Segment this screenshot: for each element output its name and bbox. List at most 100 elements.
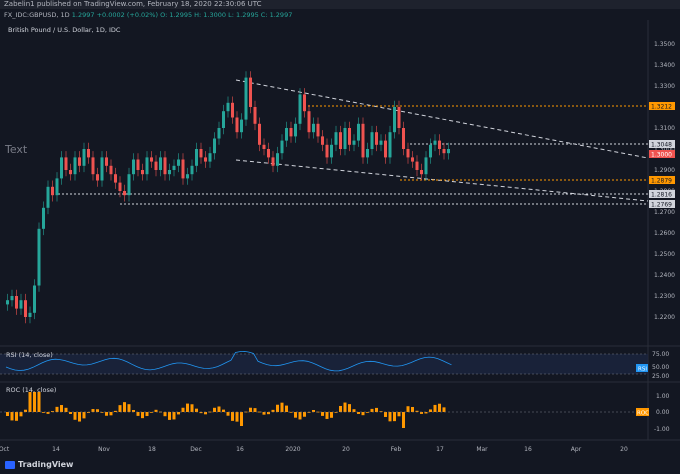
roc-bar xyxy=(163,412,167,417)
roc-bar xyxy=(276,404,279,412)
roc-bar xyxy=(181,407,185,412)
roc-bar xyxy=(91,409,95,412)
price-tick: 1.3100 xyxy=(654,125,675,132)
candle-body xyxy=(208,153,212,162)
roc-bar xyxy=(330,412,333,418)
roc-bar xyxy=(177,412,180,415)
tradingview-icon xyxy=(5,460,15,469)
candle-body xyxy=(397,107,401,128)
watermark-text: Text xyxy=(4,143,28,156)
roc-bar xyxy=(24,409,27,412)
candle-body xyxy=(150,157,153,162)
candle-body xyxy=(321,136,324,145)
time-tick: Nov xyxy=(98,446,110,453)
candle-body xyxy=(433,140,437,145)
candle-body xyxy=(163,157,167,175)
trendlines xyxy=(235,79,649,202)
roc-bar xyxy=(375,407,378,412)
candle-body xyxy=(168,170,171,175)
candle-body xyxy=(190,165,194,175)
candle-body xyxy=(231,102,234,118)
candle-body xyxy=(10,296,14,301)
price-tick: 1.3500 xyxy=(654,41,675,48)
roc-bar xyxy=(55,406,59,412)
roc-bar xyxy=(361,412,365,416)
roc-bar xyxy=(105,412,108,416)
roc-bar xyxy=(307,412,311,413)
candle-body xyxy=(298,94,302,124)
symbol-name[interactable]: FX_IDC:GBPUSD, 1D xyxy=(4,11,70,19)
roc-bar xyxy=(100,412,104,413)
candle-body xyxy=(55,178,59,196)
rsi-line xyxy=(5,350,452,372)
roc-bar xyxy=(168,412,171,420)
candle-body xyxy=(312,123,315,133)
candle-body xyxy=(46,186,50,208)
candle-body xyxy=(132,159,135,175)
roc-bar xyxy=(235,412,239,422)
roc-bar xyxy=(118,405,122,412)
candle-body xyxy=(258,123,261,145)
candle-body xyxy=(6,300,9,305)
roc-bar xyxy=(298,412,302,420)
roc-bar xyxy=(172,412,176,420)
candle-body xyxy=(334,132,338,145)
candle-body xyxy=(307,111,311,133)
time-tick: 16 xyxy=(524,446,532,453)
level-label-12816: 1.2816 xyxy=(651,192,672,199)
roc-bar xyxy=(19,412,23,417)
publish-bar: Zabelin1 published on TradingView.com, F… xyxy=(0,0,680,9)
candle-body xyxy=(253,107,257,124)
roc-bar xyxy=(154,409,158,412)
candle-body xyxy=(15,296,18,309)
price-tick: 1.3300 xyxy=(654,83,675,90)
roc-bar xyxy=(195,408,198,412)
candle-body xyxy=(240,119,243,133)
candle-body xyxy=(19,300,23,309)
candle-body xyxy=(406,149,410,158)
candle-body xyxy=(384,140,387,158)
candle-body xyxy=(181,159,185,179)
roc-bar xyxy=(384,412,387,417)
candle-body xyxy=(388,132,392,158)
time-tick: Dec xyxy=(190,446,202,453)
roc-bar xyxy=(357,412,360,414)
upper-trendline xyxy=(235,79,649,159)
time-tick: Mar xyxy=(476,446,488,453)
time-axis[interactable]: Oct 14 Nov 18 Dec 16 2020 20 Feb 17 Mar 16 Apr 20 xyxy=(0,446,628,453)
roc-bar xyxy=(222,409,225,412)
level-label-13212: 1.3212 xyxy=(651,104,672,111)
roc-bar xyxy=(37,392,41,412)
candle-body xyxy=(100,157,104,181)
candle-body xyxy=(114,174,117,183)
current-price-label: 1.3000 xyxy=(651,152,672,159)
candle-body xyxy=(73,157,77,175)
roc-bar xyxy=(249,407,252,412)
roc-bar xyxy=(258,411,261,413)
roc-bar xyxy=(267,412,270,415)
roc-bar xyxy=(46,412,50,414)
roc-bar xyxy=(87,412,90,413)
level-label-12769: 1.2769 xyxy=(651,202,672,209)
candle-body xyxy=(136,159,140,170)
candle-body xyxy=(154,161,158,170)
price-tick: 1.2300 xyxy=(654,293,675,300)
candle-body xyxy=(442,149,446,154)
price-tick: 1.2500 xyxy=(654,251,675,258)
roc-bar xyxy=(217,406,221,412)
candle-body xyxy=(96,174,99,181)
roc-bar xyxy=(145,412,149,417)
candle-body xyxy=(109,165,113,175)
roc-bar xyxy=(213,407,216,412)
candle-body xyxy=(343,128,347,149)
candle-body xyxy=(37,228,41,286)
roc-histogram xyxy=(6,392,446,428)
roc-bar xyxy=(411,406,414,412)
tradingview-logo[interactable]: TradingView xyxy=(5,460,73,469)
candle-body xyxy=(267,149,270,158)
candle-body xyxy=(226,102,230,112)
main-pane-title: British Pound / U.S. Dollar, 1D, IDC xyxy=(8,26,121,34)
roc-bar xyxy=(429,409,432,412)
candle-body xyxy=(370,132,374,149)
